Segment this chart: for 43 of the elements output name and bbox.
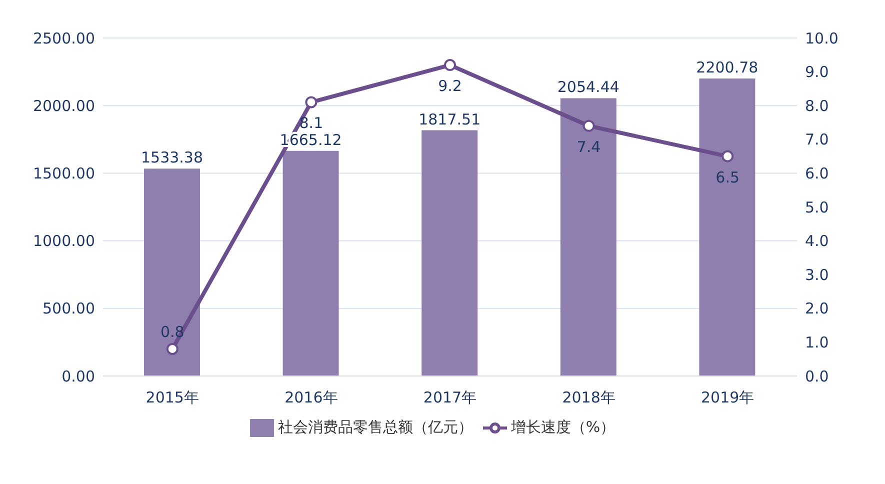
y-tick-label: 1000.00	[32, 232, 95, 250]
y2-tick-label: 4.0	[805, 232, 829, 250]
y2-tick-label: 1.0	[805, 334, 829, 352]
y-tick-label: 500.00	[42, 300, 95, 318]
bar	[144, 168, 200, 376]
y2-tick-label: 7.0	[805, 130, 829, 149]
point	[305, 96, 318, 108]
y-tick-label: 2500.00	[32, 29, 95, 48]
y2-tick-label: 2.0	[805, 300, 829, 318]
data-label: 7.4	[576, 138, 601, 156]
bar	[699, 78, 756, 376]
y2-tick-label: 9.0	[805, 63, 829, 82]
data-label: 9.2	[438, 77, 462, 96]
data-label: 8.1	[299, 114, 324, 132]
y-tick-label: 0.00	[62, 367, 95, 386]
x-tick-label: 2018年	[562, 388, 616, 407]
y2-tick-label: 10.0	[805, 29, 838, 48]
y2-tick-label: 0.0	[805, 367, 829, 386]
data-label: 1817.51	[418, 110, 481, 128]
y2-tick-label: 6.0	[805, 164, 829, 183]
bar	[282, 150, 339, 376]
point	[444, 59, 456, 72]
point	[722, 150, 734, 162]
point	[582, 120, 595, 132]
data-label: 2054.44	[557, 78, 620, 96]
data-label: 6.5	[716, 168, 740, 186]
y2-tick-label: 8.0	[805, 96, 829, 115]
x-tick-label: 2016年	[284, 388, 338, 407]
data-label: 2200.78	[696, 58, 758, 76]
bar	[560, 98, 616, 376]
x-tick-label: 2015年	[146, 388, 199, 407]
data-label: 1533.38	[140, 148, 204, 167]
legend-label: 增长速度（%）	[510, 418, 616, 436]
x-tick-label: 2017年	[423, 388, 477, 407]
legend-label: 社会消费品零售总额（亿元）	[278, 418, 473, 436]
y2-tick-label: 5.0	[805, 198, 829, 216]
y2-tick-label: 3.0	[805, 266, 829, 284]
data-label: 0.8	[160, 322, 184, 341]
y-tick-label: 1500.00	[32, 164, 95, 183]
bar	[422, 130, 478, 376]
x-tick-label: 2019年	[701, 388, 754, 407]
y-tick-label: 2000.00	[32, 96, 95, 115]
point	[166, 342, 178, 355]
